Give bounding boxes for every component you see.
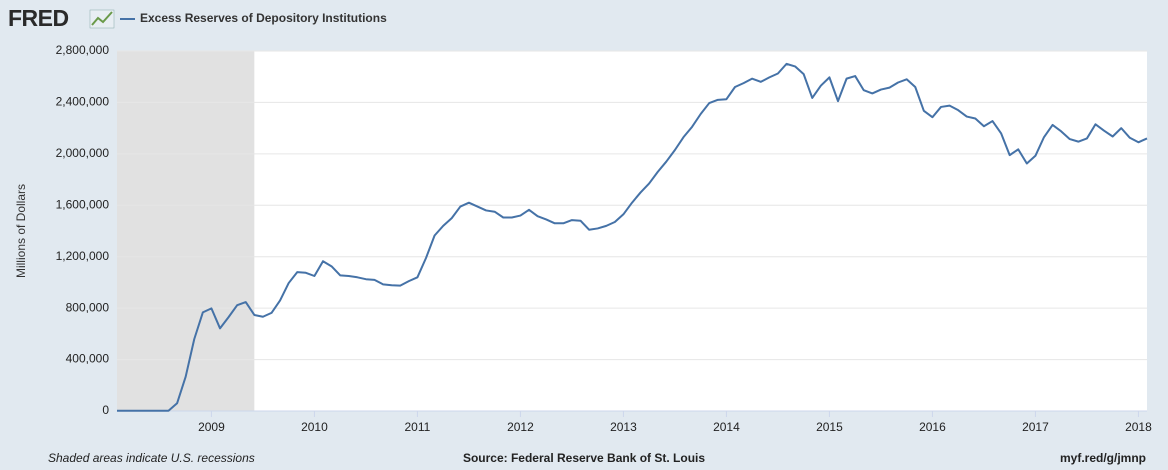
- x-tick-label: 2012: [507, 420, 534, 434]
- recession-shade: [117, 51, 255, 411]
- x-tick-label: 2016: [919, 420, 946, 434]
- footnote: Shaded areas indicate U.S. recessions: [48, 451, 255, 465]
- x-tick-label: 2010: [301, 420, 328, 434]
- x-tick-label: 2011: [405, 420, 431, 434]
- y-tick-label: 1,600,000: [56, 197, 110, 211]
- y-tick-label: 800,000: [66, 300, 110, 314]
- x-tick-label: 2009: [198, 420, 225, 434]
- logo-text: FRED: [8, 5, 69, 31]
- logo-icon-line: [91, 11, 113, 26]
- link: myf.red/g/jmnp: [1060, 451, 1146, 465]
- y-tick-label: 2,000,000: [56, 146, 110, 160]
- x-tick-label: 2015: [816, 420, 843, 434]
- y-axis-label: Millions of Dollars: [14, 184, 28, 278]
- x-tick-label: 2013: [610, 420, 637, 434]
- y-tick-label: 2,400,000: [56, 95, 110, 109]
- legend-label: Excess Reserves of Depository Institutio…: [140, 11, 387, 25]
- x-tick-label: 2017: [1022, 420, 1049, 434]
- plot-area: [117, 51, 1147, 411]
- x-tick-label: 2014: [713, 420, 740, 434]
- x-tick-label: 2018: [1125, 420, 1152, 434]
- logo: FRED: [8, 5, 115, 31]
- y-tick-label: 400,000: [66, 352, 110, 366]
- series-line: [116, 62, 1148, 412]
- logo-icon: [89, 9, 115, 29]
- y-tick-label: 0: [102, 403, 109, 417]
- y-tick-label: 2,800,000: [56, 43, 110, 57]
- source: Source: Federal Reserve Bank of St. Loui…: [463, 451, 705, 465]
- plot: [116, 50, 1148, 417]
- y-tick-label: 1,200,000: [56, 249, 110, 263]
